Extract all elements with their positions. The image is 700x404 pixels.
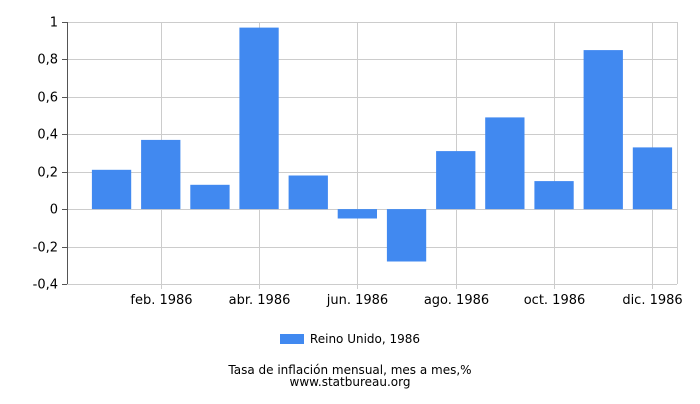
x-tick-label: oct. 1986 [524,293,586,308]
y-tick-label: 0,2 [37,166,58,181]
bar-7 [386,209,427,262]
bar-6 [337,209,377,219]
bar-1 [91,169,132,210]
bar-11 [583,50,623,210]
source-url: www.statbureau.org [289,375,411,389]
y-tick-label: 0,6 [37,91,58,106]
x-tick-label: dic. 1986 [622,293,682,308]
bar-layer [91,27,673,262]
y-tick-label: 0,4 [37,128,58,143]
legend: Reino Unido, 1986 [0,332,700,346]
y-tick-label: -0,2 [33,241,58,256]
bar-5 [288,175,328,210]
chart-caption: Tasa de inflación mensual, mes a mes,% [228,363,472,377]
bar-3 [190,184,230,210]
y-tick-label: 0 [50,203,58,218]
y-tick-label: 1 [50,16,58,31]
bar-8 [436,151,476,210]
legend-label: Reino Unido, 1986 [309,332,421,346]
x-tick-label: abr. 1986 [229,293,291,308]
bar-12 [632,147,673,210]
bar-2 [141,139,181,210]
x-tick-label: ago. 1986 [424,293,489,308]
y-tick-label: 0,8 [37,53,58,68]
x-tick-label: feb. 1986 [130,293,192,308]
legend-swatch [279,334,304,344]
bar-10 [534,181,574,210]
axis-layer: 1 0,8 0,6 0,4 0,2 0 -0,2 -0,4 feb. 1986 abr. 1986… [33,16,683,309]
bar-9 [485,117,525,210]
bar-4 [239,27,279,210]
x-tick-label: jun. 1986 [326,293,388,308]
y-tick-label: -0,4 [33,278,58,293]
